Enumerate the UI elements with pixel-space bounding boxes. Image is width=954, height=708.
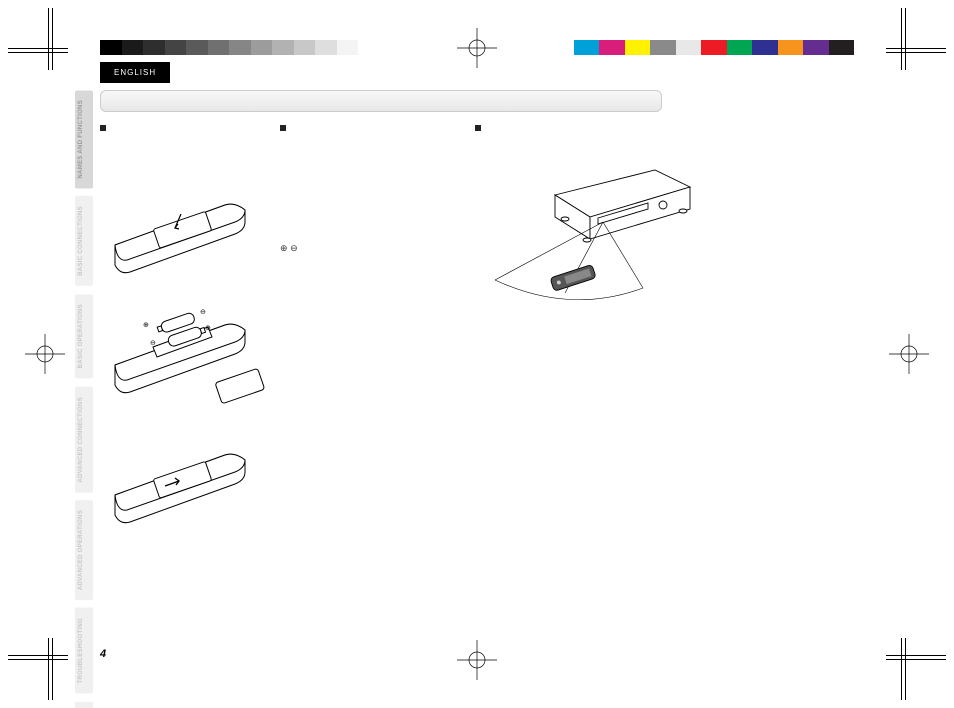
swatch	[100, 40, 122, 55]
swatch	[251, 40, 273, 55]
reg-target-left	[25, 334, 65, 374]
swatch	[752, 40, 777, 55]
swatch	[676, 40, 701, 55]
figure-receiver-range	[475, 165, 695, 310]
swatch	[829, 40, 854, 55]
figure-remote-step-2: ⊕ ⊖ ⊖ ⊕	[105, 295, 280, 430]
swatch	[650, 40, 675, 55]
crop-mark-tr	[886, 8, 946, 70]
crop-mark-bl	[8, 638, 68, 700]
section-tabs-sidebar: NAMES AND FUNCTIONS BASIC CONNECTIONS BASI…	[75, 90, 93, 708]
plus-icon: ⊕	[280, 243, 288, 253]
bullet-icon	[280, 125, 286, 131]
section-tab[interactable]: TROUBLESHOOTING	[75, 608, 93, 694]
bullet-icon	[100, 125, 106, 131]
swatch	[727, 40, 752, 55]
svg-text:⊖: ⊖	[150, 340, 156, 347]
swatch	[574, 40, 599, 55]
swatch	[122, 40, 144, 55]
svg-text:⊕: ⊕	[143, 322, 149, 329]
minus-icon: ⊖	[290, 243, 298, 253]
figure-remote-step-3	[105, 430, 265, 535]
section-title-bar	[100, 90, 662, 112]
section-tab[interactable]: OTHERS	[75, 702, 93, 708]
swatch	[208, 40, 230, 55]
swatch	[803, 40, 828, 55]
grayscale-calibration-strip	[100, 40, 380, 55]
crop-mark-br	[886, 638, 946, 700]
swatch	[186, 40, 208, 55]
svg-text:⊖: ⊖	[200, 309, 206, 316]
section-tab[interactable]: BASIC OPERATIONS	[75, 294, 93, 378]
reg-target-top	[457, 28, 497, 68]
swatch	[337, 40, 359, 55]
swatch	[358, 40, 380, 55]
swatch	[272, 40, 294, 55]
swatch	[315, 40, 337, 55]
swatch	[165, 40, 187, 55]
svg-text:⊕: ⊕	[205, 325, 211, 332]
language-tab: ENGLISH	[100, 62, 170, 83]
figure-remote-step-1	[105, 180, 265, 285]
swatch	[229, 40, 251, 55]
section-tab[interactable]: ADVANCED OPERATIONS	[75, 500, 93, 600]
page-number: 4	[100, 648, 106, 660]
reg-target-right	[889, 334, 929, 374]
color-calibration-strip	[574, 40, 854, 55]
swatch	[294, 40, 316, 55]
swatch	[143, 40, 165, 55]
swatch	[778, 40, 803, 55]
polarity-symbols: ⊕ ⊖	[280, 243, 298, 254]
crop-mark-tl	[8, 8, 68, 70]
reg-target-bottom	[457, 640, 497, 680]
swatch	[701, 40, 726, 55]
swatch	[599, 40, 624, 55]
swatch	[625, 40, 650, 55]
section-tab[interactable]: BASIC CONNECTIONS	[75, 196, 93, 286]
bullet-icon	[475, 125, 481, 131]
section-tab[interactable]: NAMES AND FUNCTIONS	[75, 90, 93, 188]
section-tab[interactable]: ADVANCED CONNECTIONS	[75, 387, 93, 493]
